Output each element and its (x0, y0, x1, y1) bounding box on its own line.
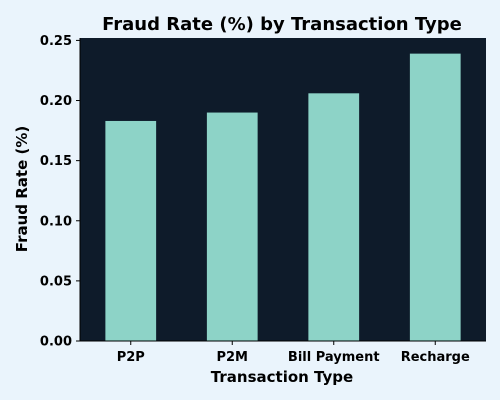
x-tick-label: Recharge (401, 350, 470, 365)
bar-recharge (409, 53, 461, 341)
x-ticks-group: P2P P2M Bill Payment Recharge (117, 341, 470, 365)
y-tick-label: 0.25 (40, 34, 72, 49)
y-ticks-group: 0.00 0.05 0.10 0.15 0.20 0.25 (40, 34, 80, 350)
x-tick-label: P2M (216, 350, 248, 365)
chart-title: Fraud Rate (%) by Transaction Type (102, 14, 462, 35)
y-tick-label: 0.15 (40, 154, 72, 169)
y-tick-label: 0.20 (40, 94, 72, 109)
bar-p2m (206, 112, 258, 341)
bar-bill-payment (308, 93, 360, 341)
bars-group (105, 53, 461, 342)
x-axis-label: Transaction Type (211, 368, 353, 386)
x-tick-label: Bill Payment (288, 350, 380, 365)
y-axis-label: Fraud Rate (%) (13, 126, 31, 252)
y-tick-label: 0.05 (40, 274, 72, 289)
bar-p2p (105, 120, 157, 342)
y-tick-label: 0.00 (40, 335, 72, 350)
x-tick-label: P2P (117, 350, 145, 365)
y-tick-label: 0.10 (40, 214, 72, 229)
